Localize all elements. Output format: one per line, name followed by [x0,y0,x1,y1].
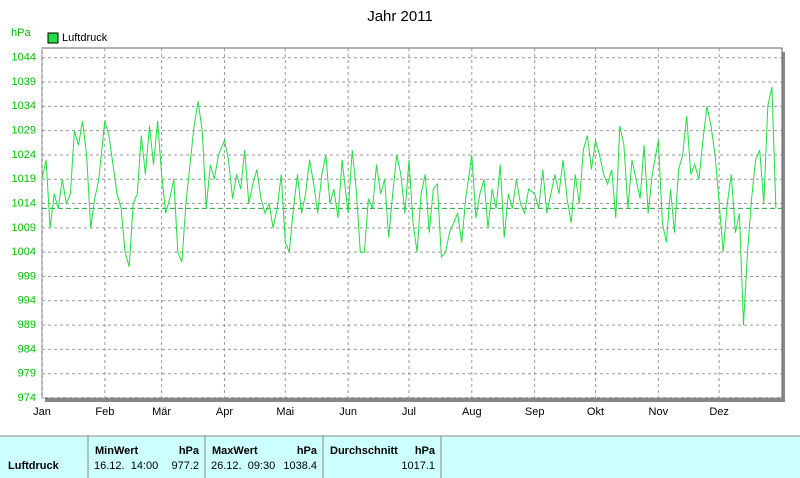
y-unit: hPa [11,27,31,39]
x-tick-label: Nov [649,406,669,418]
x-tick-label: Mai [276,406,294,418]
legend-swatch [47,32,59,44]
y-tick-label: 1019 [12,173,36,185]
y-tick-label: 1044 [12,52,36,64]
x-tick-label: Jun [339,406,357,418]
y-tick-label: 989 [18,319,36,331]
x-tick-label: Dez [709,406,729,418]
table-header: MinWert [95,445,139,457]
table-value: 1038.4 [283,460,317,472]
x-tick-label: Jul [402,406,416,418]
table-time: 16.12. 14:00 [94,460,158,472]
table-header-unit: hPa [297,445,318,457]
table-header-unit: hPa [179,445,200,457]
y-tick-label: 1004 [12,246,36,258]
x-tick-label: Aug [462,406,482,418]
table-background [0,436,800,478]
table-header: Durchschnitt [330,445,398,457]
y-tick-label: 1039 [12,76,36,88]
y-tick-label: 994 [18,295,36,307]
x-tick-label: Apr [216,406,233,418]
x-tick-label: Feb [95,406,114,418]
table-header: MaxWert [212,445,258,457]
chart-title: Jahr 2011 [367,8,433,25]
y-tick-label: 1029 [12,125,36,137]
table-value: 1017.1 [401,460,435,472]
table-header-unit: hPa [415,445,436,457]
y-tick-label: 1024 [12,149,36,161]
table-row-label: Luftdruck [8,460,60,472]
y-tick-label: 984 [18,343,36,355]
x-tick-label: Okt [587,406,604,418]
y-tick-label: 1014 [12,197,36,209]
data-line [41,86,777,326]
y-tick-label: 1009 [12,222,36,234]
y-tick-label: 979 [18,368,36,380]
x-tick-label: Mär [152,406,171,418]
y-tick-label: 999 [18,270,36,282]
x-tick-label: Jan [33,406,51,418]
x-tick-label: Sep [525,406,545,418]
y-tick-label: 974 [18,392,36,404]
y-tick-label: 1034 [12,100,36,112]
legend-label: Luftdruck [62,32,108,44]
table-value: 977.2 [171,460,199,472]
table-time: 26.12. 09:30 [211,460,275,472]
plot-area [41,47,783,399]
